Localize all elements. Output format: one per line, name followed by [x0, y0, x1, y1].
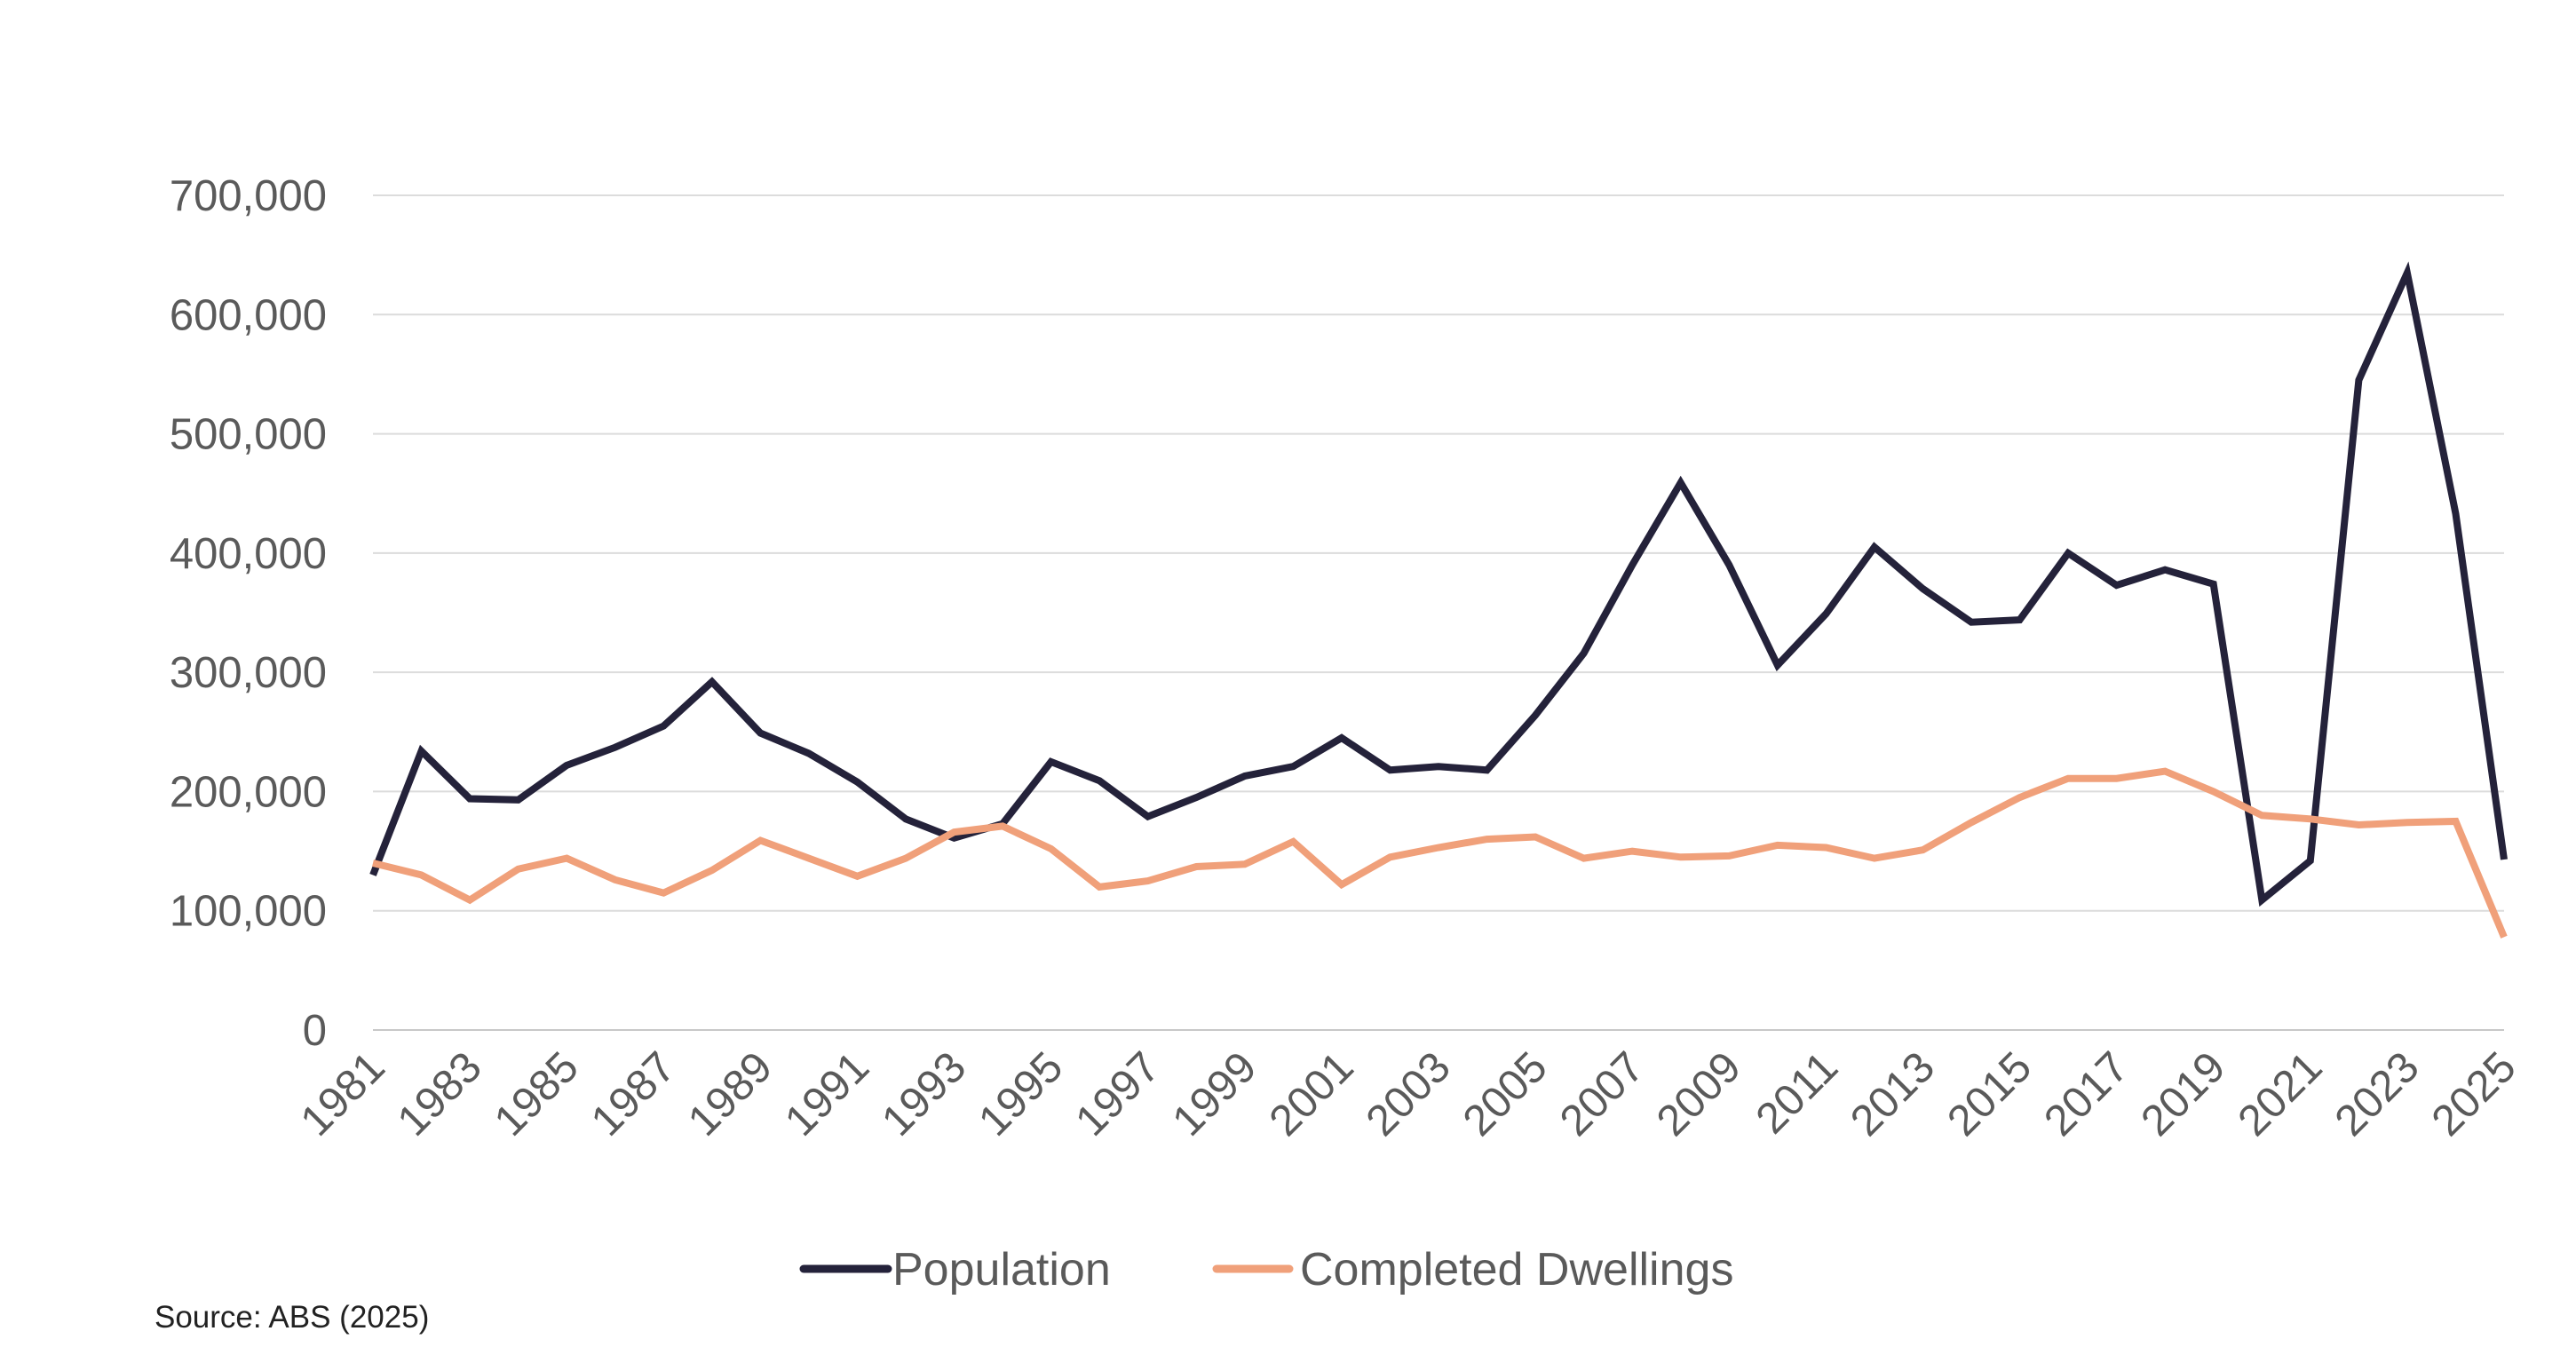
x-tick-label: 1997: [1066, 1043, 1169, 1145]
x-tick-label: 1993: [873, 1043, 975, 1145]
x-tick-label: 2019: [2132, 1043, 2234, 1145]
x-tick-label: 1991: [776, 1043, 878, 1145]
x-tick-label: 2009: [1648, 1043, 1750, 1145]
gridlines: [373, 194, 2504, 1031]
source-note: Source: ABS (2025): [155, 1300, 430, 1335]
x-tick-label: 2017: [2035, 1043, 2137, 1145]
series-line-population: [369, 261, 2508, 907]
x-tick-label: 1999: [1163, 1043, 1265, 1145]
x-tick-label: 1987: [583, 1043, 685, 1145]
y-tick-label: 100,000: [170, 888, 327, 936]
y-tick-label: 0: [303, 1007, 327, 1055]
y-tick-label: 400,000: [170, 530, 327, 578]
x-tick-label: 1995: [970, 1043, 1072, 1145]
x-tick-label: 1983: [389, 1043, 491, 1145]
x-tick-label: 2005: [1454, 1043, 1557, 1145]
x-tick-label: 2013: [1842, 1043, 1944, 1145]
x-tick-label: 2015: [1938, 1043, 2041, 1145]
x-tick-label: 2025: [2423, 1043, 2525, 1145]
y-axis-ticks: 0 100,000 200,000 300,000 400,000 500,000 600,…: [170, 172, 327, 1055]
series-lines: [369, 261, 2508, 939]
x-tick-label: 1981: [292, 1043, 394, 1145]
y-tick-label: 200,000: [170, 768, 327, 816]
x-tick-label: 2023: [2326, 1043, 2428, 1145]
x-tick-label: 2021: [2229, 1043, 2331, 1145]
x-tick-label: 2007: [1551, 1043, 1653, 1145]
x-tick-label: 1985: [486, 1043, 588, 1145]
y-tick-label: 500,000: [170, 411, 327, 459]
x-tick-label: 2003: [1358, 1043, 1460, 1145]
y-tick-label: 300,000: [170, 649, 327, 697]
x-axis-ticks: 1981198319851987198919911993199519971999…: [292, 1043, 2525, 1145]
x-tick-label: 1989: [679, 1043, 781, 1145]
series-line-completed-dwellings: [372, 767, 2508, 939]
x-tick-label: 2011: [1747, 1043, 1847, 1144]
y-tick-label: 700,000: [170, 172, 327, 220]
legend-label-population: Population: [892, 1244, 1111, 1296]
x-tick-label: 2001: [1260, 1043, 1362, 1145]
y-tick-label: 600,000: [170, 291, 327, 339]
legend-label-completed-dwellings: Completed Dwellings: [1300, 1244, 1733, 1296]
legend: Population Completed Dwellings: [799, 1244, 1733, 1296]
